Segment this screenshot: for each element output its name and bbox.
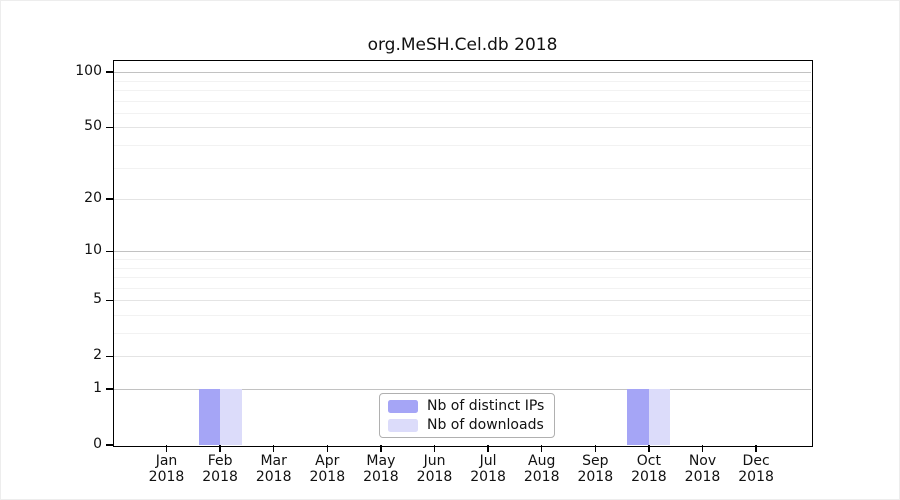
x-tick-may: [380, 445, 382, 452]
x-tick-label-jul: Jul 2018: [456, 453, 520, 485]
y-tick-5: [106, 299, 114, 301]
x-year-jan: 2018: [148, 469, 185, 485]
x-month-nov: Nov: [688, 453, 717, 469]
y-tick-label-0: 0: [93, 436, 102, 452]
legend-label-distinct-ips: Nb of distinct IPs: [427, 398, 545, 414]
x-year-apr: 2018: [309, 469, 346, 485]
gridline-20: [114, 199, 811, 201]
y-tick-2: [106, 355, 114, 357]
x-tick-label-nov: Nov 2018: [671, 453, 735, 485]
x-year-aug: 2018: [523, 469, 560, 485]
gridline-minor-30: [114, 167, 811, 169]
x-tick-nov: [701, 445, 704, 452]
x-tick-oct: [648, 445, 650, 452]
gridline-5: [114, 300, 811, 302]
x-month-may: May: [366, 453, 396, 469]
gridline-minor-90: [114, 80, 811, 82]
x-tick-sep: [594, 445, 597, 452]
y-tick-label-20: 20: [84, 190, 102, 207]
x-month-sep: Sep: [582, 453, 609, 469]
y-tick-label-5: 5: [93, 291, 102, 308]
x-year-sep: 2018: [577, 469, 614, 485]
x-tick-apr: [326, 445, 329, 452]
gridline-minor-80: [114, 90, 811, 91]
y-tick-100: [106, 71, 114, 73]
gridline-10: [114, 251, 811, 253]
x-month-jul: Jul: [479, 453, 497, 469]
x-tick-label-aug: Aug 2018: [510, 453, 574, 485]
y-tick-label-10: 10: [84, 242, 102, 259]
bar-nb-of-downloads-feb: [220, 389, 242, 445]
x-tick-label-jun: Jun 2018: [403, 453, 467, 485]
x-month-apr: Apr: [315, 453, 340, 469]
legend-label-downloads: Nb of downloads: [427, 417, 544, 433]
gridline-100: [114, 72, 811, 74]
gridline-minor-3: [114, 333, 811, 334]
x-tick-label-feb: Feb 2018: [188, 453, 252, 485]
y-tick-label-2: 2: [93, 347, 102, 364]
bar-nb-of-distinct-ips-feb: [198, 389, 221, 445]
gridline-minor-9: [114, 258, 811, 260]
y-tick-label-50: 50: [84, 118, 102, 135]
x-year-nov: 2018: [684, 469, 721, 485]
y-tick-10: [106, 250, 114, 253]
x-year-oct: 2018: [631, 469, 667, 485]
x-month-dec: Dec: [742, 453, 770, 469]
gridline-minor-60: [114, 112, 811, 114]
y-tick-20: [106, 198, 114, 200]
gridline-minor-6: [114, 287, 811, 289]
x-tick-label-sep: Sep 2018: [563, 453, 627, 485]
gridline-minor-40: [114, 145, 811, 146]
x-year-jul: 2018: [470, 469, 506, 485]
y-tick-50: [106, 126, 114, 129]
x-month-mar: Mar: [260, 453, 287, 469]
y-tick-label-100: 100: [75, 63, 102, 80]
x-tick-jan: [165, 445, 168, 452]
x-year-may: 2018: [363, 469, 399, 485]
x-month-aug: Aug: [528, 453, 556, 469]
x-month-jan: Jan: [155, 453, 178, 469]
y-tick-1: [106, 388, 114, 390]
gridline-minor-7: [114, 277, 811, 279]
x-tick-label-oct: Oct 2018: [617, 453, 681, 485]
legend: Nb of distinct IPs Nb of downloads: [379, 393, 555, 438]
gridline-50: [114, 127, 811, 129]
x-year-jun: 2018: [416, 469, 453, 485]
x-tick-label-mar: Mar 2018: [242, 453, 306, 485]
x-tick-jun: [433, 445, 436, 452]
x-year-dec: 2018: [738, 469, 774, 485]
x-tick-label-may: May 2018: [349, 453, 413, 485]
legend-item-downloads: Nb of downloads: [388, 417, 546, 433]
x-year-mar: 2018: [255, 469, 292, 485]
x-tick-mar: [272, 445, 275, 452]
x-tick-feb: [219, 445, 221, 452]
x-month-oct: Oct: [636, 453, 661, 469]
x-tick-aug: [540, 445, 543, 452]
chart-title: org.MeSH.Cel.db 2018: [367, 35, 558, 55]
gridline-2: [114, 356, 811, 358]
x-tick-label-jan: Jan 2018: [135, 453, 199, 485]
legend-swatch-downloads: [388, 418, 418, 432]
x-month-feb: Feb: [207, 453, 233, 469]
legend-swatch-distinct-ips: [388, 399, 418, 413]
gridline-minor-70: [114, 100, 811, 102]
x-tick-label-apr: Apr 2018: [295, 453, 359, 485]
gridline-1: [114, 389, 811, 390]
y-tick-0: [106, 444, 114, 446]
x-tick-label-dec: Dec 2018: [724, 453, 788, 485]
bar-nb-of-downloads-oct: [648, 389, 671, 445]
x-year-feb: 2018: [202, 469, 238, 485]
legend-item-distinct-ips: Nb of distinct IPs: [388, 398, 546, 414]
bar-nb-of-distinct-ips-oct: [627, 389, 649, 445]
y-tick-label-1: 1: [93, 380, 102, 396]
gridline-minor-8: [114, 267, 811, 269]
gridline-minor-4: [114, 314, 811, 316]
x-tick-jul: [487, 445, 489, 452]
x-month-jun: Jun: [423, 453, 446, 469]
x-tick-dec: [755, 445, 757, 452]
